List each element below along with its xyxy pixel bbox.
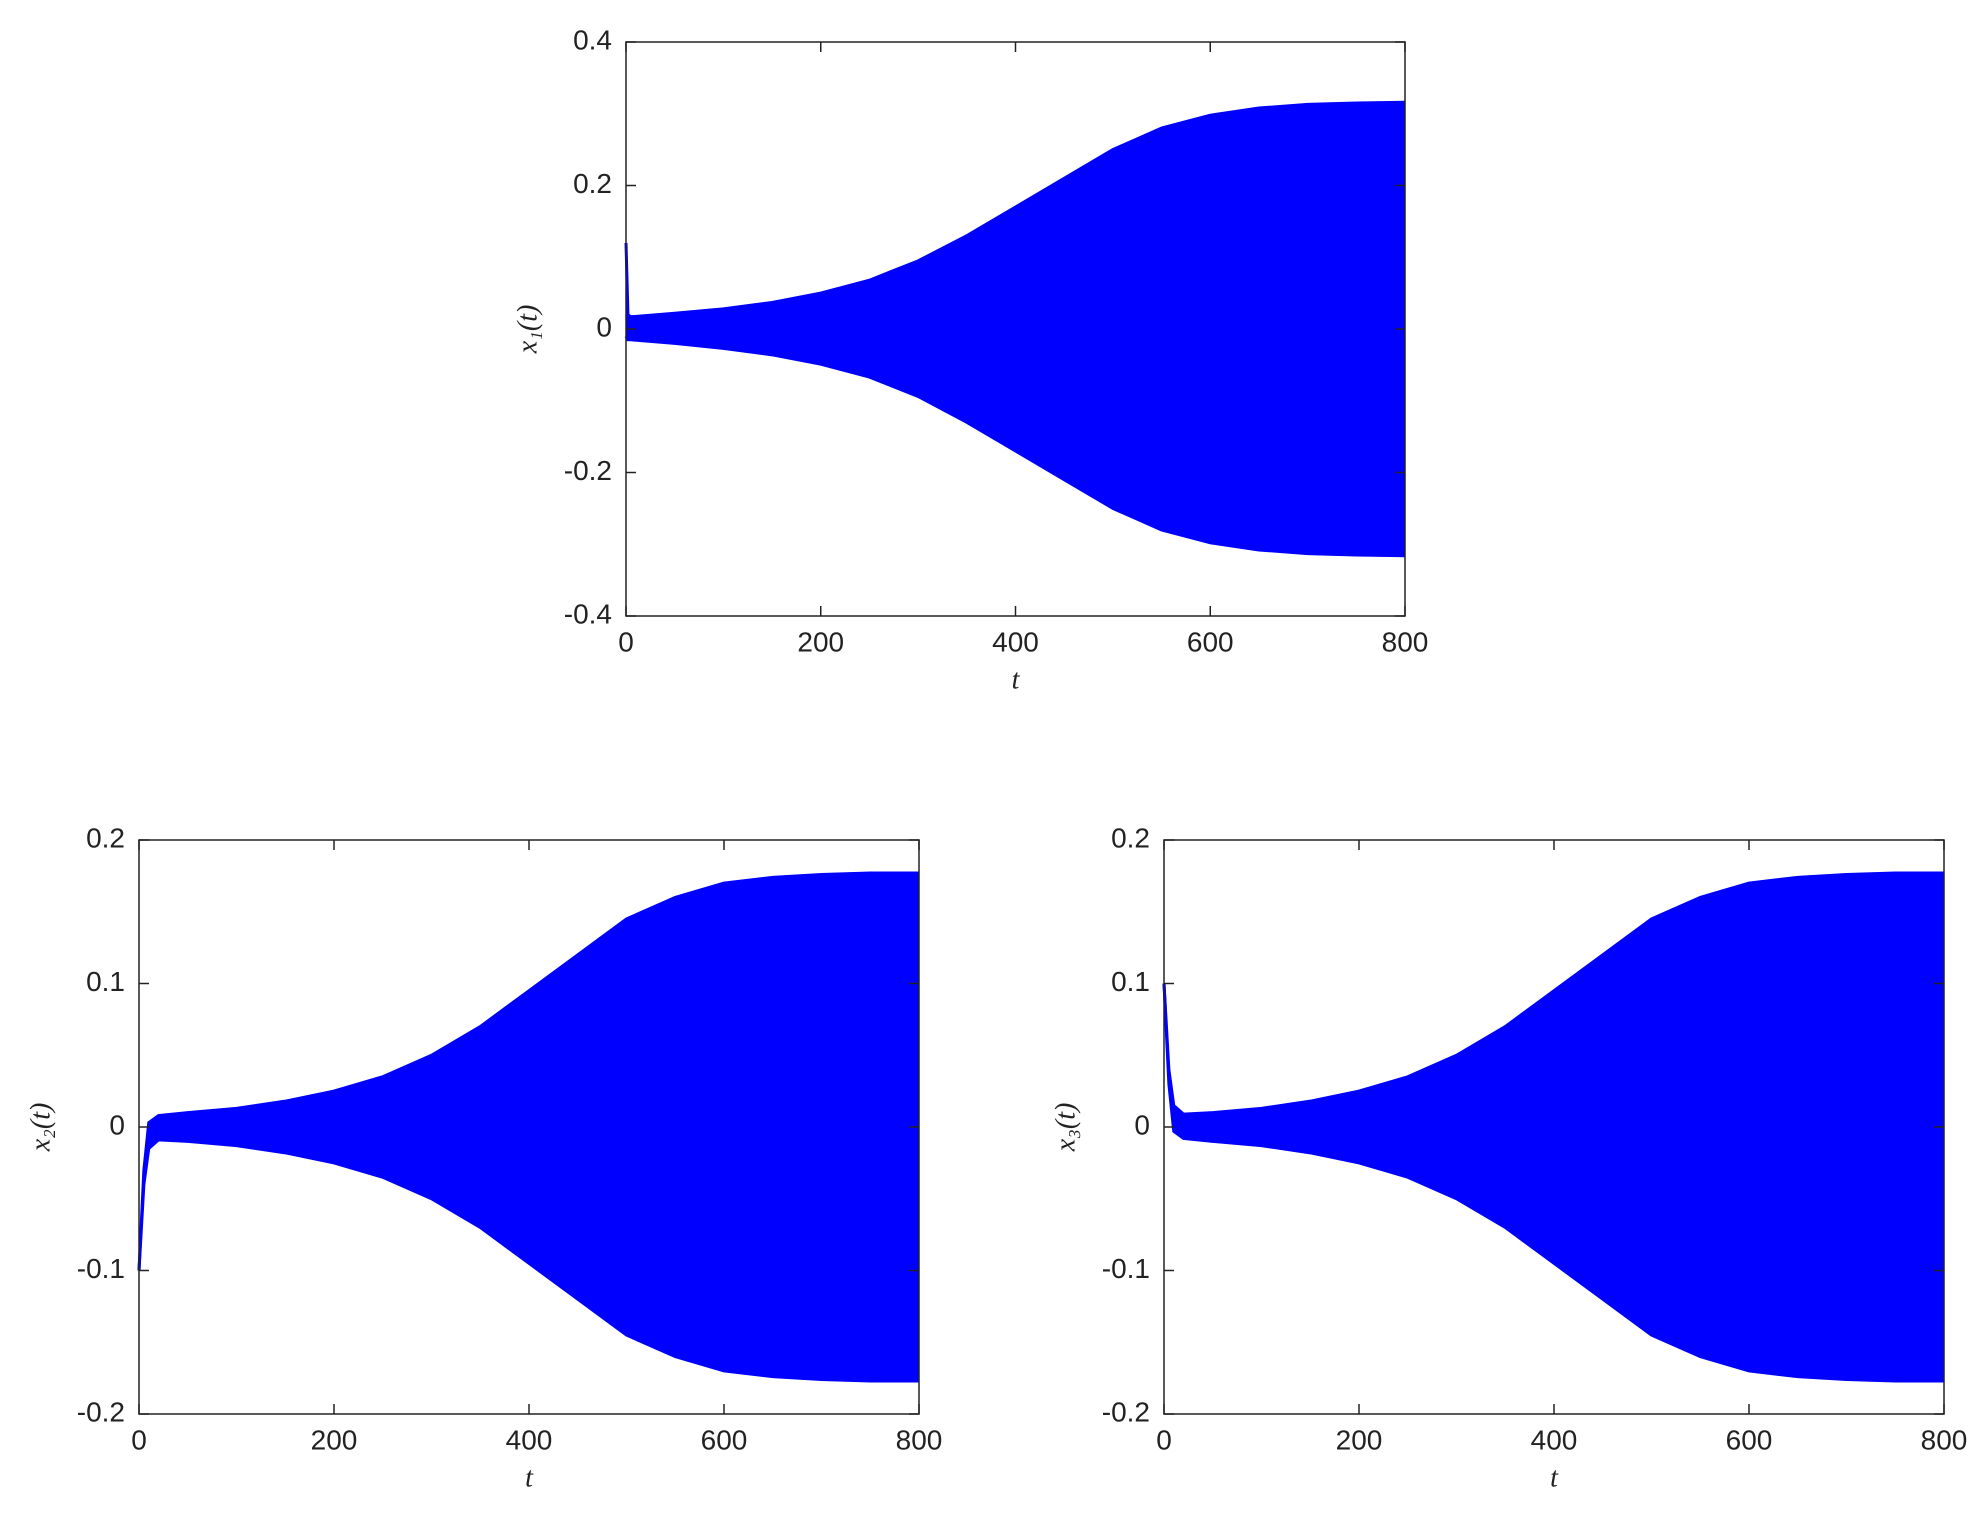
x-axis-label: t (525, 1462, 534, 1493)
y-tick-label: -0.2 (77, 1396, 125, 1427)
series-line (1162, 871, 1944, 1116)
series-line (624, 100, 1406, 319)
y-tick-label: 0.1 (86, 966, 125, 997)
x-tick-label: 800 (1921, 1424, 1968, 1455)
band-fill (139, 873, 919, 1381)
y-tick-label: 0 (596, 311, 612, 342)
x-tick-label: 800 (1382, 626, 1429, 657)
x-tick-label: 0 (618, 626, 634, 657)
y-tick-label: 0.2 (86, 822, 125, 853)
x-axis-label: t (1012, 664, 1021, 695)
y-tick-label: -0.4 (564, 598, 612, 629)
series-line (1162, 983, 1944, 1383)
band-fill (626, 102, 1405, 556)
series-line (137, 1138, 919, 1383)
x-tick-label: 800 (896, 1424, 943, 1455)
y-axis-label: x₁(t) (512, 305, 543, 355)
y-tick-label: -0.2 (1102, 1396, 1150, 1427)
y-tick-label: 0.1 (1111, 966, 1150, 997)
x-tick-label: 0 (1156, 1424, 1172, 1455)
y-tick-label: 0.2 (1111, 822, 1150, 853)
series-line (624, 335, 1406, 558)
x-tick-label: 200 (797, 626, 844, 657)
y-axis-label: x₃(t) (1050, 1103, 1081, 1153)
y-tick-label: 0 (109, 1109, 125, 1140)
y-tick-label: 0.4 (573, 24, 612, 55)
y-tick-label: 0 (1134, 1109, 1150, 1140)
y-tick-label: -0.1 (1102, 1253, 1150, 1284)
x-tick-label: 200 (311, 1424, 358, 1455)
x-tick-label: 600 (1187, 626, 1234, 657)
series-line (137, 871, 919, 1271)
x-tick-label: 600 (1726, 1424, 1773, 1455)
x-axis-label: t (1550, 1462, 1559, 1493)
x-tick-label: 400 (1531, 1424, 1578, 1455)
x-tick-label: 400 (506, 1424, 553, 1455)
x-tick-label: 400 (992, 626, 1039, 657)
y-tick-label: 0.2 (573, 168, 612, 199)
y-axis-label: x₂(t) (25, 1103, 56, 1153)
band-fill (1164, 873, 1944, 1381)
x-tick-label: 600 (701, 1424, 748, 1455)
y-tick-label: -0.2 (564, 455, 612, 486)
x-tick-label: 0 (131, 1424, 147, 1455)
x-tick-label: 200 (1336, 1424, 1383, 1455)
y-tick-label: -0.1 (77, 1253, 125, 1284)
